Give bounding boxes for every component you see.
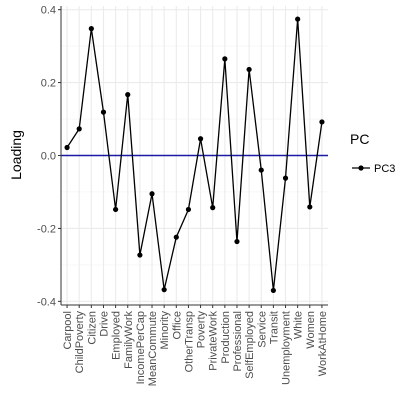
x-tick-label: IncomePerCap [135,311,147,384]
legend-key-point [358,165,364,171]
data-point [210,205,216,211]
data-point [222,56,228,62]
data-point [197,136,204,142]
legend-label: PC3 [374,163,395,175]
x-tick-label: Drive [98,311,110,337]
data-point [88,26,94,32]
x-tick-label: PrivateWork [208,311,220,371]
data-point [113,206,119,213]
legend-title: PC [350,131,369,147]
data-point [307,204,313,210]
x-axis-ticks: Carpool ChildPoverty Citizen Drive Employed F… [62,305,329,386]
data-point [161,287,167,293]
grid-minor [61,45,328,266]
x-tick-label: MeanCommute [147,311,159,386]
data-point [149,191,155,197]
data-point [270,287,276,294]
data-point [246,66,252,73]
x-tick-label: White [293,311,305,339]
y-tick-label: -0.4 [37,296,56,308]
x-tick-label: Carpool [62,311,74,350]
series-line-pc3 [66,18,323,292]
y-axis-ticks: -0.4 -0.2 0.0 0.2 0.4 [37,5,61,308]
data-point [173,234,179,240]
data-point [258,167,264,173]
data-point [185,206,192,213]
x-tick-label: Production [220,311,232,364]
y-tick-label: 0.4 [41,5,56,17]
data-point [234,238,240,245]
x-tick-label: Transit [268,311,280,344]
x-tick-label: WorkAtHome [317,311,329,376]
x-tick-label: Citizen [86,311,98,345]
x-tick-label: FamilyWork [123,311,135,369]
x-tick-label: SelfEmployed [244,311,256,379]
y-tick-label: 0.0 [41,151,56,163]
x-tick-label: Service [256,311,268,348]
x-tick-label: OtherTransp [183,311,195,372]
series-layer [64,16,325,294]
legend: PC PC3 [350,131,395,175]
x-tick-label: ChildPoverty [74,311,86,374]
data-point [64,144,70,151]
x-tick-label: Employed [111,311,123,360]
y-tick-label: -0.2 [37,223,56,235]
y-tick-label: 0.2 [41,78,56,90]
x-tick-label: Minority [159,311,171,350]
data-point [295,16,301,22]
y-axis-title: Loading [8,130,24,180]
x-tick-label: Women [305,311,317,349]
data-point [319,119,325,125]
data-point [282,175,289,181]
x-tick-label: Professional [232,311,244,372]
data-point [100,109,107,115]
legend-entries: PC3 [352,163,395,175]
x-tick-label: Poverty [196,311,208,349]
data-point [125,92,131,98]
data-point [137,252,143,258]
x-tick-label: Office [171,311,183,340]
x-tick-label: Unemployment [281,311,293,385]
data-point [76,126,82,132]
